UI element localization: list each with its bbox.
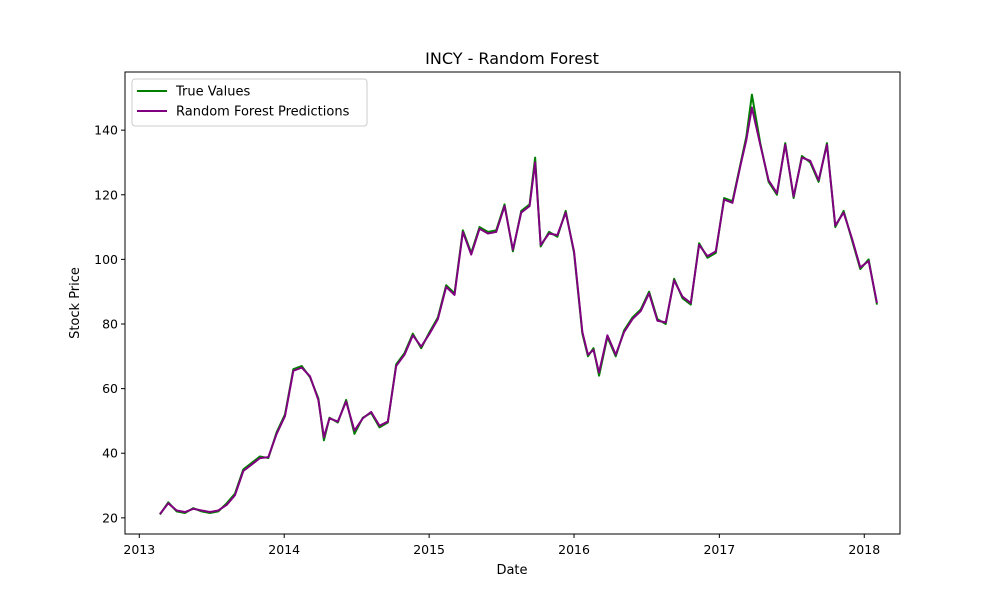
y-axis-label: Stock Price (68, 267, 83, 339)
x-axis: 2013 2014 2015 2016 2017 2018 (123, 534, 880, 557)
legend-label-predictions: Random Forest Predictions (176, 105, 350, 120)
y-tick-label: 20 (102, 510, 118, 525)
legend: True Values Random Forest Predictions (131, 78, 368, 127)
y-tick-label: 40 (102, 446, 118, 461)
y-axis: 20 40 60 80 100 120 140 (94, 123, 125, 525)
x-tick-label: 2018 (848, 542, 880, 557)
x-tick-label: 2013 (123, 542, 155, 557)
x-tick-label: 2017 (703, 542, 735, 557)
legend-label-true-values: True Values (175, 85, 250, 100)
series-layer (159, 93, 878, 516)
series-line-true-values (159, 93, 878, 516)
x-axis-label: Date (496, 563, 527, 578)
legend-box (131, 78, 368, 127)
y-tick-label: 60 (102, 381, 118, 396)
series-line-random-forest-predictions (159, 106, 878, 515)
y-tick-label: 120 (94, 187, 118, 202)
x-tick-label: 2014 (268, 542, 300, 557)
x-tick-label: 2015 (413, 542, 445, 557)
plot-frame (124, 71, 901, 535)
x-tick-label: 2016 (558, 542, 590, 557)
y-tick-label: 140 (94, 123, 118, 138)
y-tick-label: 100 (94, 252, 118, 267)
chart-title: INCY - Random Forest (425, 49, 599, 68)
y-tick-label: 80 (102, 317, 118, 332)
